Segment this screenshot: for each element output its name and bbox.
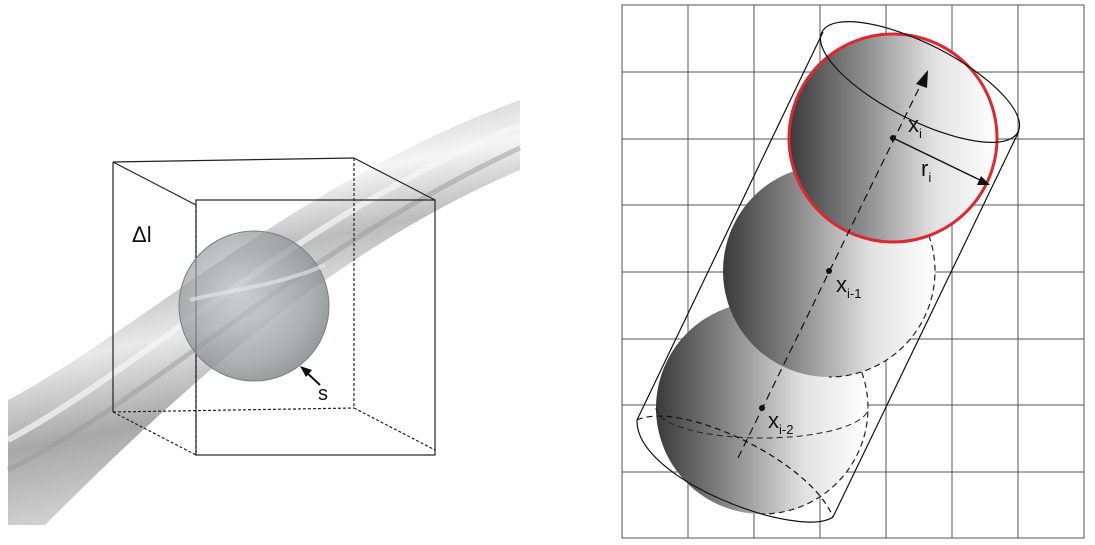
label-x-i: xi (908, 112, 922, 141)
surface-arrow (300, 366, 321, 386)
center-x-i-2 (759, 405, 765, 411)
surface-label: s (318, 383, 328, 405)
box-size-label: Δl (132, 222, 152, 247)
label-r-i: ri (921, 156, 931, 185)
sphere-chain-diagram: xi ri xi-1 xi-2 (621, 4, 1085, 539)
cylinder-outline (636, 21, 1021, 523)
label-x-i-2: xi-2 (768, 408, 793, 437)
grid (621, 4, 1085, 539)
radius-arrow (892, 137, 990, 185)
center-x-i (890, 135, 896, 141)
sphere (178, 230, 330, 382)
center-x-i-1 (826, 268, 832, 274)
tube-cube-diagram: Δl s (6, 100, 522, 525)
sphere-i-outline (787, 32, 999, 244)
label-x-i-1: xi-1 (836, 272, 861, 301)
